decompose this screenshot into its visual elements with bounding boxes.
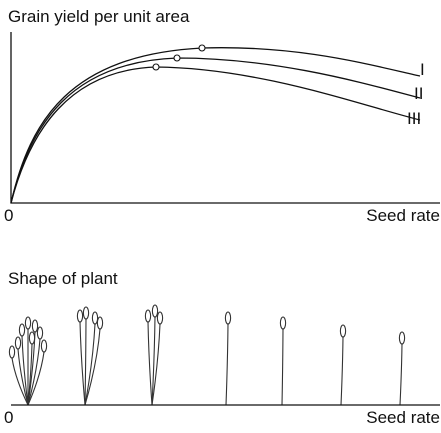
plant-stem	[84, 328, 101, 406]
plant-stem	[151, 316, 156, 406]
plant-stem	[147, 321, 153, 406]
plant-stem	[225, 323, 229, 406]
plant-head	[31, 319, 39, 333]
plant-head	[144, 309, 152, 323]
x-axis-label: Seed rate	[366, 206, 440, 225]
plant-stem	[79, 321, 86, 406]
optimum-point	[152, 63, 160, 71]
plant-stem	[27, 351, 45, 406]
plant-head	[339, 324, 347, 338]
plant-head	[156, 311, 164, 325]
plants	[8, 304, 406, 406]
plant-head	[224, 311, 232, 325]
plant-head	[40, 339, 48, 353]
plant-head	[8, 345, 16, 359]
plant-head	[76, 309, 84, 323]
optimum-point	[198, 44, 206, 52]
plant-head	[18, 323, 26, 337]
plant-head	[24, 316, 32, 330]
plant-head	[14, 336, 22, 350]
plant-stem	[17, 348, 29, 406]
plant-head	[36, 326, 44, 340]
plant-head	[279, 316, 287, 330]
curve	[10, 47, 421, 204]
optimum-point	[173, 54, 181, 62]
plant-stem	[84, 323, 96, 406]
plant-stem	[21, 335, 29, 406]
plant-stem	[340, 336, 344, 406]
y-axis-label: Grain yield per unit area	[8, 7, 190, 26]
plant-head	[96, 316, 104, 330]
plant-stem	[151, 323, 161, 406]
plant-head	[28, 331, 36, 345]
x-axis-label: Seed rate	[366, 408, 440, 427]
plant-stem	[11, 357, 29, 406]
origin-label: 0	[4, 408, 13, 427]
plant-stem	[84, 318, 87, 406]
plant-stem	[281, 328, 284, 406]
panel-title: Shape of plant	[8, 269, 118, 288]
plant-head	[151, 304, 159, 318]
plant-head	[398, 331, 406, 345]
plant-stem	[399, 343, 403, 406]
plant-head	[91, 311, 99, 325]
curve-label: III	[407, 109, 421, 128]
curve	[10, 57, 421, 204]
curve-label: II	[414, 84, 423, 103]
plant-head	[82, 306, 90, 320]
origin-label: 0	[4, 206, 13, 225]
curve	[10, 66, 421, 204]
plant-stem	[27, 343, 33, 406]
axes	[10, 32, 440, 204]
plant-stem	[27, 338, 41, 406]
curve-label: I	[420, 60, 425, 79]
